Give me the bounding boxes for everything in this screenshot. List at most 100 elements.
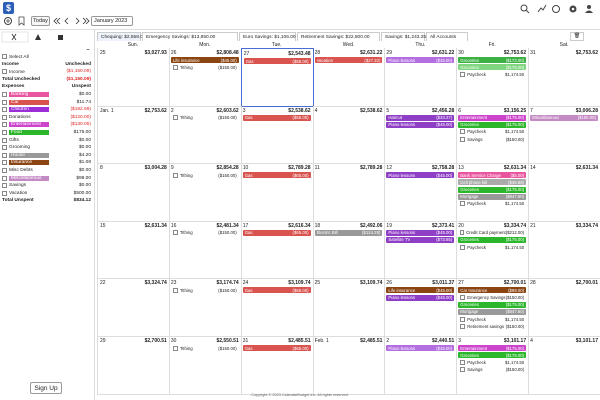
day-cell[interactable]: 28 $2,631.22 Vacation ($27.32)	[312, 48, 386, 107]
checkbox[interactable]	[2, 168, 7, 173]
day-cell[interactable]: 15 $2,631.34	[97, 220, 170, 280]
prev-month[interactable]	[64, 17, 69, 25]
day-cell[interactable]: 30 $2,753.62 Groceries ($172.00) Groceries ($…	[456, 48, 530, 107]
checkbox[interactable]	[2, 68, 7, 74]
checkbox[interactable]	[460, 244, 466, 250]
transaction[interactable]: Piano lessons ($45.00)	[386, 345, 455, 351]
transaction[interactable]: Tithing ($150.00)	[171, 230, 239, 236]
transaction[interactable]: Piano lessons ($45.00)	[386, 172, 455, 179]
today-button[interactable]: Today	[31, 16, 50, 26]
checkbox[interactable]	[460, 129, 466, 135]
transaction[interactable]: Savings ($150.00)	[458, 136, 526, 142]
account-tab[interactable]: Euro Savings: $1,106.00	[239, 32, 296, 41]
transaction[interactable]: Paycheck $1,174.50	[458, 244, 526, 250]
month-select[interactable]: January 2023	[91, 16, 133, 26]
checkbox[interactable]	[2, 114, 7, 120]
day-cell[interactable]: Jan. 1 $2,753.62	[97, 105, 170, 165]
checkbox[interactable]	[2, 160, 7, 166]
transaction[interactable]: Car Insurance ($98.00)	[458, 287, 527, 294]
day-cell[interactable]: 31 $2,753.62	[528, 48, 600, 107]
transaction[interactable]: Groceries ($175.00)	[458, 236, 527, 243]
transaction[interactable]: Paycheck $1,174.50	[458, 316, 526, 322]
checkbox[interactable]	[2, 152, 7, 158]
checkbox[interactable]	[172, 345, 178, 351]
add-icon[interactable]	[4, 17, 12, 25]
checkbox[interactable]	[460, 71, 466, 77]
next-month[interactable]	[75, 17, 80, 25]
chart-icon[interactable]	[537, 4, 547, 13]
transaction[interactable]: Cell phone bill ($36.88)	[458, 179, 527, 186]
transaction[interactable]: Paycheck $1,174.50	[458, 129, 526, 135]
day-cell[interactable]: 27 $2,543.48 Gas ($65.00)	[240, 48, 314, 107]
day-cell[interactable]: 22 $3,324.74	[97, 278, 170, 337]
day-cell[interactable]: 23 $3,174.74 Tithing ($150.00)	[168, 278, 242, 337]
transaction[interactable]: Life insurance ($45.00)	[170, 57, 239, 63]
transaction[interactable]: Tithing ($150.00)	[171, 172, 239, 178]
tab-alerts[interactable]	[35, 34, 41, 40]
checkbox[interactable]	[460, 316, 466, 322]
checkbox[interactable]	[460, 367, 466, 373]
transaction[interactable]: Entertainment ($175.00)	[458, 345, 527, 351]
checkbox[interactable]	[172, 115, 178, 121]
day-cell[interactable]: 28 $2,700.01	[528, 278, 600, 337]
transaction[interactable]: Bank Service Charge ($5.00)	[458, 172, 527, 179]
transaction[interactable]: Piano lessons ($45.00)	[386, 294, 455, 301]
checkbox[interactable]	[460, 359, 466, 365]
day-cell[interactable]: 2 $2,440.51 Piano lessons ($45.00)	[384, 336, 458, 395]
day-cell[interactable]: 21 $3,334.74	[528, 220, 600, 280]
checkbox[interactable]	[2, 137, 7, 143]
transaction[interactable]: Mortgage ($847.60)	[458, 308, 527, 315]
day-cell[interactable]: 13 $2,631.34 Bank Service Charge ($5.00) Cel…	[456, 163, 530, 222]
day-cell[interactable]: 11 $2,789.28	[312, 163, 386, 222]
checkbox[interactable]	[2, 190, 7, 196]
day-cell[interactable]: 9 $2,854.28 Tithing ($150.00)	[168, 163, 242, 222]
checkbox[interactable]	[460, 230, 465, 236]
checkbox[interactable]	[2, 183, 7, 189]
logo[interactable]	[3, 2, 14, 14]
checkbox[interactable]	[460, 201, 466, 207]
transaction[interactable]: Tithing ($150.00)	[171, 345, 239, 351]
accounts-trash[interactable]: 🗑	[570, 32, 584, 41]
account-tab[interactable]: Savings: $1,243.25	[381, 32, 426, 41]
transaction[interactable]: Life insurance ($45.00)	[386, 287, 455, 294]
tab-categories[interactable]	[1, 31, 29, 43]
day-cell[interactable]: 14 $2,631.34	[528, 163, 600, 222]
checkbox[interactable]	[2, 145, 7, 151]
checkbox[interactable]	[2, 92, 7, 97]
day-cell[interactable]: 19 $2,373.41 Piano lessons ($45.00) Satellit…	[384, 220, 458, 280]
transaction[interactable]: Gas ($65.00)	[242, 229, 311, 236]
user-icon[interactable]	[587, 5, 591, 9]
checkbox[interactable]	[172, 230, 178, 236]
transaction[interactable]: Credit Card payment ($212.00)	[458, 230, 526, 236]
day-cell[interactable]: 29 $2,631.22 Piano lessons ($45.00)	[384, 48, 458, 107]
checkbox[interactable]	[172, 287, 178, 293]
day-cell[interactable]: 12 $2,758.28 Piano lessons ($45.00)	[384, 163, 458, 222]
checkbox[interactable]	[460, 295, 466, 301]
transaction[interactable]: Groceries ($172.00)	[458, 57, 527, 63]
checkbox[interactable]	[460, 136, 466, 142]
day-cell[interactable]: 16 $2,481.34 Tithing ($150.00)	[168, 220, 242, 280]
day-cell[interactable]: 24 $3,109.74 Gas ($65.00)	[240, 278, 314, 337]
transaction[interactable]: Tithing ($150.00)	[171, 64, 239, 70]
transaction[interactable]: Miscellaneous ($150.00)	[530, 114, 598, 121]
transaction[interactable]: Paycheck $1,174.50	[458, 71, 526, 77]
transaction[interactable]: Paycheck $1,174.50	[458, 201, 526, 207]
transaction[interactable]: Satellite TV ($73.65)	[386, 236, 455, 243]
account-tab[interactable]: Retirement Savings: $22,800.00	[297, 32, 380, 41]
day-cell[interactable]: 25 $3,027.93	[97, 48, 170, 107]
day-cell[interactable]: 4 $3,101.17	[528, 336, 600, 395]
transaction[interactable]: Vacation ($27.32)	[314, 57, 383, 63]
transaction[interactable]: Groceries ($175.00)	[458, 301, 527, 308]
transaction[interactable]: Gas ($65.00)	[242, 172, 311, 179]
transaction[interactable]: Savings ($150.00)	[458, 367, 526, 373]
bookmark-icon[interactable]	[18, 16, 25, 26]
prev-year[interactable]	[53, 17, 61, 25]
next-year[interactable]	[82, 17, 90, 25]
transaction[interactable]: Groceries ($175.00)	[458, 186, 527, 193]
transaction[interactable]: Mortgage ($847.60)	[458, 193, 527, 200]
day-cell[interactable]: Feb. 1 $2,485.51	[312, 336, 386, 395]
transaction[interactable]: Groceries ($175.00)	[458, 64, 527, 71]
day-cell[interactable]: 26 $3,011.37 Life insurance ($45.00) Piano l…	[384, 278, 458, 337]
day-cell[interactable]: 8 $3,004.28	[97, 163, 170, 222]
checkbox[interactable]	[2, 107, 7, 113]
